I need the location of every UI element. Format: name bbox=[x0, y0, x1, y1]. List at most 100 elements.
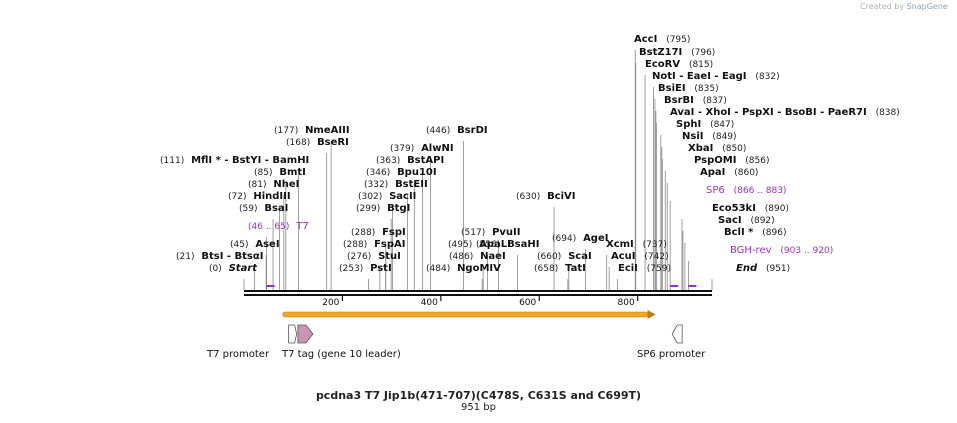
site-label: (484) NgoMIV bbox=[426, 263, 501, 274]
site-name: ScaI bbox=[568, 251, 592, 262]
site-label: (299) BtgI bbox=[356, 203, 410, 214]
site-position: (253) bbox=[339, 264, 366, 274]
site-name: BclI * bbox=[724, 227, 754, 238]
site-name: End bbox=[736, 263, 758, 274]
site-name: BseRI bbox=[317, 137, 349, 148]
site-label: (81) NheI bbox=[248, 179, 299, 190]
site-position: (484) bbox=[426, 264, 453, 274]
site-label: (630) BciVI bbox=[516, 191, 576, 202]
site-label: (253) PstI bbox=[339, 263, 392, 274]
site-position: (832) bbox=[753, 72, 780, 82]
site-name: BciVI bbox=[547, 191, 575, 202]
site-position: (847) bbox=[707, 120, 734, 130]
site-position: (332) bbox=[364, 180, 391, 190]
snapgene-credit: Created by SnapGene bbox=[860, 2, 948, 11]
site-position: (849) bbox=[709, 132, 736, 142]
site-label: BsiEI (835) bbox=[658, 83, 719, 94]
site-label: AvaI - XhoI - PspXI - BsoBI - PaeR7I (83… bbox=[670, 107, 900, 118]
site-position: (815) bbox=[686, 60, 713, 70]
plasmid-map: AccI (795)BstZ17I (796)EcoRV (815)NotI -… bbox=[160, 34, 900, 360]
site-label: SP6 (866 .. 883) bbox=[706, 185, 786, 196]
site-label: ApaI (860) bbox=[700, 167, 758, 178]
site-label: EcoRV (815) bbox=[645, 59, 713, 70]
site-position: (288) bbox=[343, 240, 370, 250]
site-label: BGH-rev (903 .. 920) bbox=[730, 245, 833, 256]
site-label: EciI (759) bbox=[618, 263, 671, 274]
site-position: (363) bbox=[376, 156, 403, 166]
site-label: (0) Start bbox=[209, 263, 258, 274]
site-position: (168) bbox=[286, 138, 313, 148]
site-label: (332) BstEII bbox=[364, 179, 428, 190]
site-label: (111) MflI * - BstYI - BamHI bbox=[160, 155, 309, 166]
site-label: (288) FspAI bbox=[343, 239, 405, 250]
orf-bar bbox=[282, 311, 648, 318]
feature-label: T7 tag (gene 10 leader) bbox=[281, 349, 401, 360]
site-position: (517) bbox=[461, 228, 488, 238]
site-name: BstEII bbox=[395, 179, 428, 190]
site-position: (837) bbox=[700, 96, 727, 106]
site-name: MflI * - BstYI - BamHI bbox=[191, 155, 309, 166]
site-position: (21) bbox=[176, 252, 197, 262]
site-name: EciI bbox=[618, 263, 638, 274]
site-position: (795) bbox=[663, 35, 690, 45]
site-name: BtsI - BtsαI bbox=[201, 251, 263, 262]
plasmid-title: pcdna3 T7 Jip1b(471-707)(C478S, C631S an… bbox=[315, 389, 642, 402]
site-position: (46 .. 65) bbox=[248, 222, 292, 232]
site-name: BsaI bbox=[264, 203, 288, 214]
site-name: BsrBI bbox=[664, 95, 694, 106]
site-name: TatI bbox=[565, 263, 586, 274]
site-label: AccI (795) bbox=[634, 34, 690, 45]
site-position: (694) bbox=[552, 234, 579, 244]
site-label: (486) NaeI bbox=[449, 251, 506, 262]
site-label: PspOMI (856) bbox=[694, 155, 770, 166]
site-name: PspOMI bbox=[694, 155, 736, 166]
site-label: (288) FspI bbox=[351, 227, 406, 238]
site-name: NgoMIV bbox=[457, 263, 501, 274]
site-name: Start bbox=[229, 263, 259, 274]
site-label: SphI (847) bbox=[676, 119, 734, 130]
site-name: PstI bbox=[370, 263, 392, 274]
site-position: (630) bbox=[516, 192, 543, 202]
site-name: BsiEI bbox=[658, 83, 686, 94]
plasmid-length: 951 bp bbox=[461, 402, 496, 413]
site-label: (85) BmtI bbox=[254, 167, 306, 178]
site-position: (660) bbox=[537, 252, 564, 262]
site-position: (860) bbox=[731, 168, 758, 178]
site-position: (495) bbox=[448, 240, 475, 250]
site-label: XcmI (737) bbox=[606, 239, 667, 250]
site-name: AlwNI bbox=[421, 143, 454, 154]
site-name: SacI bbox=[718, 215, 742, 226]
site-name: NsiI bbox=[682, 131, 703, 142]
site-name: T7 bbox=[295, 221, 308, 232]
site-name: StuI bbox=[378, 251, 401, 262]
site-label: BsrBI (837) bbox=[664, 95, 727, 106]
site-label: (446) BsrDI bbox=[426, 125, 488, 136]
site-position: (658) bbox=[534, 264, 561, 274]
t7-promoter-arrow bbox=[288, 324, 298, 344]
site-position: (951) bbox=[763, 264, 790, 274]
site-label: (517) PvuII bbox=[461, 227, 520, 238]
orf-arrow bbox=[647, 310, 656, 319]
site-name: BsaHI bbox=[507, 239, 539, 250]
site-position: (446) bbox=[426, 126, 453, 136]
site-label: Eco53kI (890) bbox=[712, 203, 789, 214]
site-name: HindIII bbox=[253, 191, 290, 202]
site-position: (59) bbox=[239, 204, 260, 214]
site-label: NsiI (849) bbox=[682, 131, 737, 142]
site-label: (379) AlwNI bbox=[390, 143, 454, 154]
site-label: (694) AgeI bbox=[552, 233, 608, 244]
site-position: (856) bbox=[742, 156, 769, 166]
site-position: (45) bbox=[230, 240, 251, 250]
site-position: (81) bbox=[248, 180, 269, 190]
site-name: PvuII bbox=[492, 227, 520, 238]
site-name: NaeI bbox=[480, 251, 506, 262]
site-position: (890) bbox=[762, 204, 789, 214]
site-position: (903 .. 920) bbox=[778, 246, 834, 256]
site-label: (556) BsaHI bbox=[476, 239, 539, 250]
site-name: AccI bbox=[634, 34, 657, 45]
site-label: BclI * (896) bbox=[724, 227, 786, 238]
feature-label: T7 promoter bbox=[206, 349, 270, 360]
site-name: AgeI bbox=[583, 233, 608, 244]
site-position: (486) bbox=[449, 252, 476, 262]
site-position: (896) bbox=[759, 228, 786, 238]
